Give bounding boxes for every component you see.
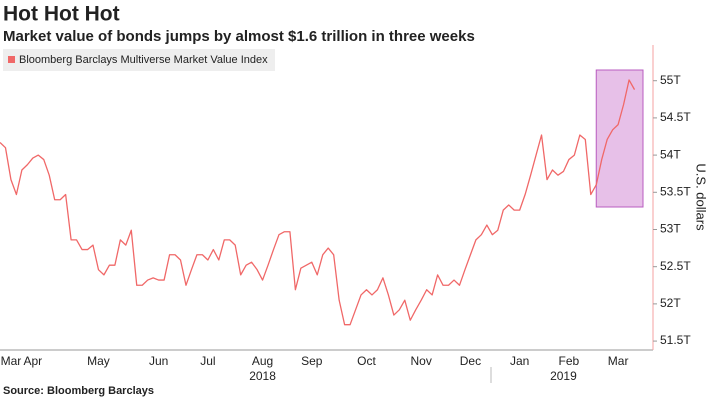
x-tick-label: Jan xyxy=(510,354,529,368)
x-tick-label: Feb xyxy=(559,354,580,368)
y-tick-label: 51.5T xyxy=(660,333,691,347)
source: Source: Bloomberg Barclays xyxy=(3,385,154,397)
x-tick-label: Jul xyxy=(200,354,215,368)
x-tick-label: May xyxy=(87,354,110,368)
chart-subtitle: Market value of bonds jumps by almost $1… xyxy=(3,28,475,45)
y-tick-label: 53.5T xyxy=(660,184,691,198)
x-tick-label: Nov xyxy=(411,354,432,368)
chart-title: Hot Hot Hot xyxy=(3,3,120,26)
x-tick-label: Apr xyxy=(23,354,42,368)
x-tick-label: Dec xyxy=(460,354,481,368)
y-axis-label: U.S. dollars xyxy=(694,163,709,231)
x-tick-label: Aug xyxy=(252,354,273,368)
legend-label: Bloomberg Barclays Multiverse Market Val… xyxy=(19,54,268,66)
x-year-label: 2019 xyxy=(550,369,577,383)
x-tick-label: Mar xyxy=(1,354,22,368)
y-tick-label: 53T xyxy=(660,222,681,236)
legend-box xyxy=(3,49,275,71)
x-year-label: 2018 xyxy=(249,369,276,383)
y-tick-label: 52T xyxy=(660,296,681,310)
y-tick-label: 52.5T xyxy=(660,259,691,273)
x-tick-label: Jun xyxy=(149,354,168,368)
y-tick-label: 54.5T xyxy=(660,110,691,124)
highlight-box xyxy=(595,69,644,208)
line-series xyxy=(0,79,636,326)
x-tick-label: Mar xyxy=(608,354,629,368)
x-tick-label: Oct xyxy=(357,354,376,368)
x-tick-label: Sep xyxy=(301,354,323,368)
legend-swatch xyxy=(8,56,15,63)
y-tick-label: 55T xyxy=(660,73,681,87)
y-tick-label: 54T xyxy=(660,147,681,161)
